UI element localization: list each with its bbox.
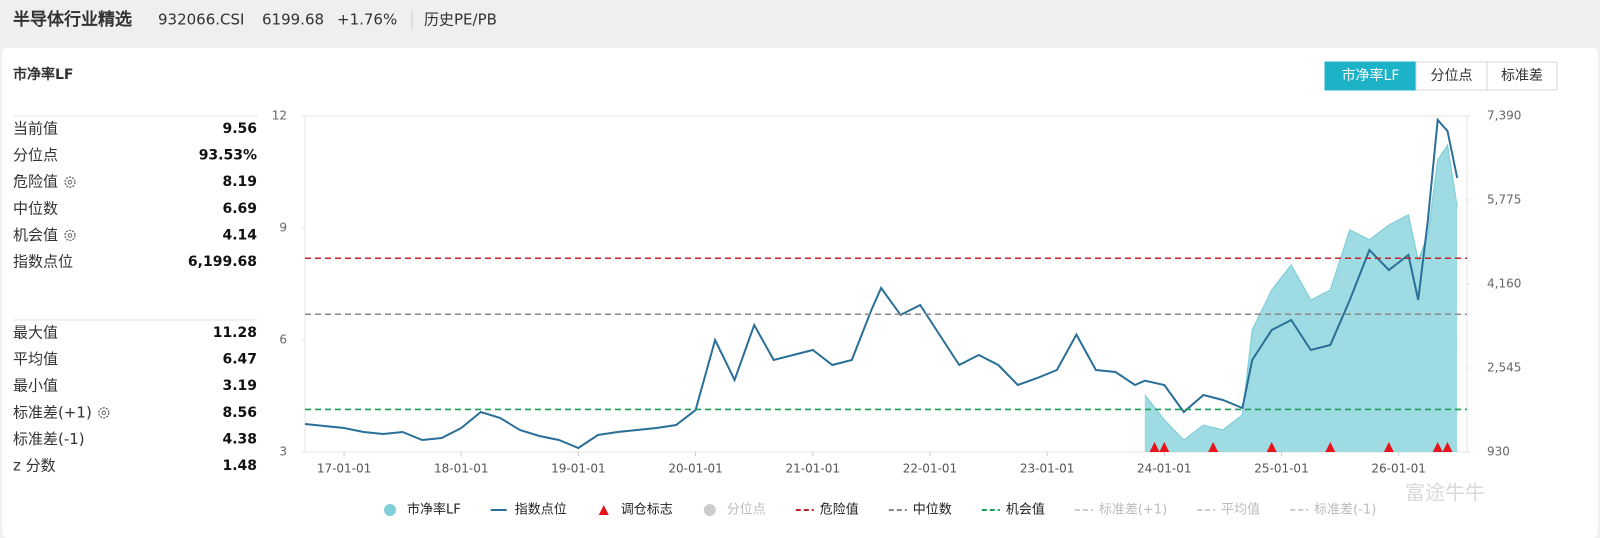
- line: [304, 117, 1459, 450]
- stat-label: 最小值: [13, 377, 58, 395]
- rebalance-marker: [1442, 442, 1453, 452]
- stat-value: 9.56: [222, 121, 257, 137]
- y2-tick-label: 7,390: [1487, 109, 1521, 123]
- rebalance-marker: [1383, 442, 1394, 452]
- toggle-label[interactable]: 标准差: [1501, 68, 1543, 84]
- y2-tick-label: 5,775: [1487, 193, 1521, 207]
- legend-label[interactable]: 调仓标志: [621, 503, 673, 518]
- x-tick-label: 22-01-01: [903, 462, 957, 476]
- stat-label: 平均值: [13, 350, 58, 368]
- x-tick-label: 25-01-01: [1254, 462, 1308, 476]
- x-tick-label: 18-01-01: [434, 462, 488, 476]
- stat-value: 8.19: [222, 174, 257, 190]
- y-tick-label: 3: [279, 445, 287, 459]
- y2-tick-label: 2,545: [1487, 361, 1521, 375]
- stat-value: 1.48: [222, 458, 257, 474]
- stat-value: 3.19: [222, 378, 257, 394]
- watermark: 富途牛牛: [1405, 481, 1485, 505]
- legend-label[interactable]: 危险值: [820, 502, 859, 518]
- stat-value: 6,199.68: [188, 254, 257, 270]
- settings-icon-hole[interactable]: [67, 179, 73, 185]
- legend-symbol[interactable]: [703, 504, 716, 516]
- legend-label[interactable]: 标准差(+1): [1099, 503, 1167, 518]
- index-title: 半导体行业精选: [13, 9, 132, 30]
- panel: [2, 48, 1598, 538]
- index-change: +1.76%: [337, 11, 397, 29]
- y2-tick-label: 4,160: [1487, 277, 1521, 291]
- area-fill: [1144, 145, 1458, 452]
- stat-label: z 分数: [13, 457, 56, 475]
- x-tick-label: 21-01-01: [786, 462, 840, 476]
- stat-value: 4.38: [222, 431, 257, 447]
- stat-label: 中位数: [13, 199, 58, 217]
- settings-icon[interactable]: [64, 176, 76, 188]
- legend-label[interactable]: 平均值: [1221, 502, 1260, 518]
- settings-icon[interactable]: [98, 407, 110, 419]
- stat-value: 93.53%: [199, 148, 257, 164]
- legend-label[interactable]: 市净率LF: [407, 502, 461, 518]
- stat-label: 标准差(+1): [13, 403, 92, 421]
- stat-label: 最大值: [13, 324, 58, 342]
- panel-title: 市净率LF: [13, 66, 73, 83]
- legend-label[interactable]: 机会值: [1006, 502, 1045, 518]
- x-tick-label: 24-01-01: [1137, 462, 1191, 476]
- x-tick-label: 17-01-01: [317, 462, 371, 476]
- stat-value: 4.14: [222, 227, 257, 243]
- legend-label[interactable]: 标准差(-1): [1314, 503, 1376, 518]
- stat-value: 6.47: [222, 352, 257, 368]
- legend-label[interactable]: 指数点位: [515, 503, 567, 518]
- toggle-button[interactable]: [1486, 61, 1558, 91]
- rebalance-marker: [1149, 442, 1160, 452]
- stat-label: 危险值: [13, 173, 58, 191]
- header-bar: [0, 0, 1600, 46]
- toggle-label[interactable]: 分位点: [1431, 68, 1473, 84]
- stat-label: 标准差(-1): [13, 430, 85, 448]
- stat-value: 11.28: [213, 325, 257, 341]
- x-tick-label: 26-01-01: [1371, 462, 1425, 476]
- stat-label: 当前值: [13, 120, 58, 138]
- legend-symbol[interactable]: [384, 504, 396, 516]
- y2-tick-label: 930: [1487, 445, 1510, 459]
- settings-icon-hole[interactable]: [67, 233, 73, 238]
- legend-label[interactable]: 分位点: [727, 503, 766, 518]
- settings-icon-hole[interactable]: [101, 410, 107, 416]
- rebalance-marker: [1432, 442, 1443, 452]
- index-price: 6199.68: [262, 11, 324, 29]
- y-tick-label: 9: [279, 221, 287, 235]
- stat-label: 指数点位: [13, 253, 73, 271]
- rebalance-marker: [1325, 442, 1336, 452]
- toggle-button[interactable]: [1415, 61, 1488, 91]
- rebalance-marker: [1159, 442, 1170, 452]
- legend-symbol[interactable]: [598, 505, 609, 515]
- index-code: 932066.CSI: [158, 11, 244, 29]
- stat-label: 分位点: [13, 146, 58, 164]
- settings-icon[interactable]: [64, 229, 76, 242]
- x-tick-label: 19-01-01: [551, 462, 605, 476]
- stat-value: 6.69: [222, 201, 257, 217]
- x-tick-label: 23-01-01: [1020, 462, 1074, 476]
- stat-label: 机会值: [13, 226, 58, 244]
- rebalance-marker: [1266, 442, 1277, 452]
- legend-label[interactable]: 中位数: [913, 503, 952, 518]
- y-tick-label: 12: [272, 109, 287, 123]
- y-tick-label: 6: [279, 333, 287, 347]
- x-tick-label: 20-01-01: [668, 462, 722, 476]
- toggle-label[interactable]: 市净率LF: [1342, 67, 1400, 84]
- stat-value: 8.56: [222, 405, 257, 421]
- tab[interactable]: 历史PE/PB: [424, 11, 497, 29]
- rebalance-marker: [1208, 442, 1219, 452]
